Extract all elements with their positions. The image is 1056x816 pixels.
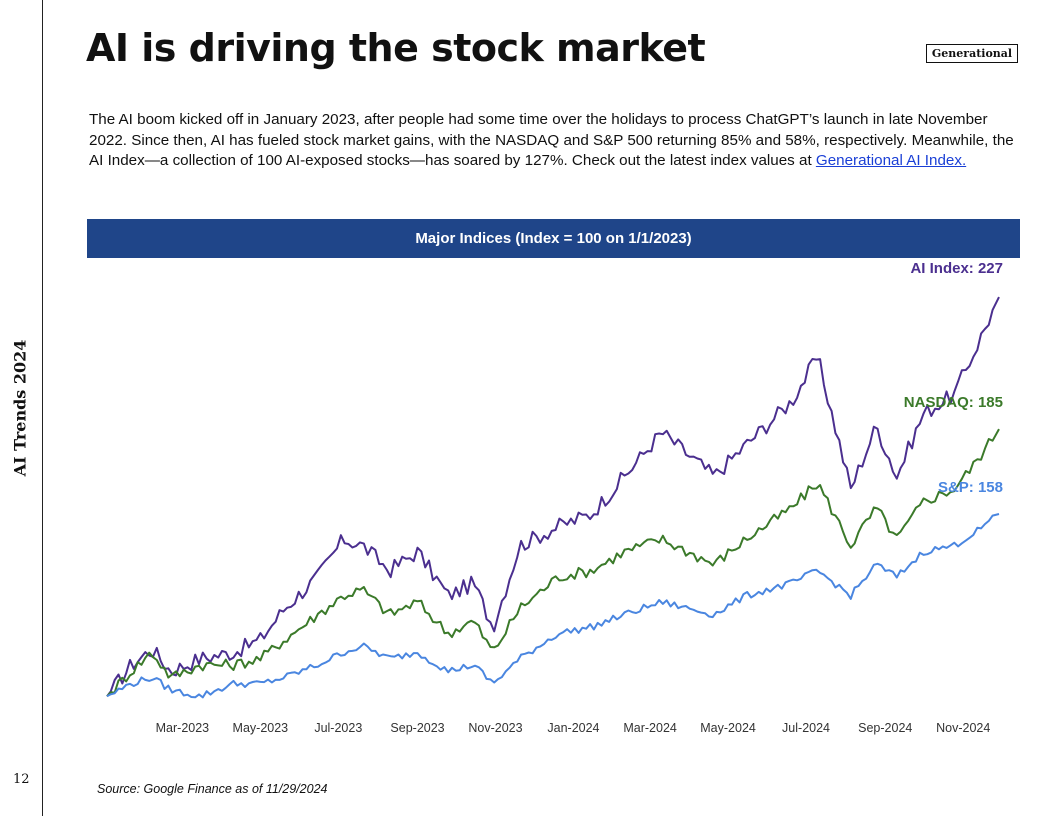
x-tick-label: Nov-2024 <box>936 721 990 735</box>
x-tick-label: May-2023 <box>233 721 289 735</box>
series-line-ai-index <box>106 296 1000 697</box>
indices-line-chart: Mar-2023 May-2023 Jul-2023 Sep-2023 Nov-2023… <box>106 260 1003 735</box>
chart-title-banner: Major Indices (Index = 100 on 1/1/2023) <box>87 219 1020 258</box>
series-end-label: AI Index: 227 <box>910 260 1003 277</box>
x-tick-label: May-2024 <box>700 721 756 735</box>
ai-index-link[interactable]: Generational AI Index. <box>815 152 967 169</box>
x-tick-label: Sep-2024 <box>858 721 912 735</box>
intro-paragraph: The AI boom kicked off in January 2023, … <box>89 110 1024 172</box>
x-tick-label: Jan-2024 <box>547 721 599 735</box>
series-line-nasdaq <box>106 428 1000 697</box>
x-tick-label: Jul-2023 <box>314 721 362 735</box>
x-tick-label: Mar-2023 <box>156 721 210 735</box>
brand-tag: Generational <box>926 44 1018 63</box>
sidebar-divider <box>42 0 43 816</box>
chart-title: Major Indices (Index = 100 on 1/1/2023) <box>415 230 692 247</box>
page-title: AI is driving the stock market <box>86 26 706 70</box>
x-tick-label: Jul-2024 <box>782 721 830 735</box>
x-tick-label: Nov-2023 <box>468 721 522 735</box>
source-note: Source: Google Finance as of 11/29/2024 <box>97 782 328 796</box>
series-end-label: S&P: 158 <box>938 479 1003 496</box>
intro-text: The AI boom kicked off in January 2023, … <box>89 111 1014 169</box>
series-end-label: NASDAQ: 185 <box>904 394 1003 411</box>
page-number: 12 <box>13 772 30 787</box>
series-line-s-p <box>106 513 1000 699</box>
x-tick-label: Mar-2024 <box>623 721 677 735</box>
x-tick-label: Sep-2023 <box>390 721 444 735</box>
sidebar-label: AI Trends 2024 <box>10 339 30 477</box>
